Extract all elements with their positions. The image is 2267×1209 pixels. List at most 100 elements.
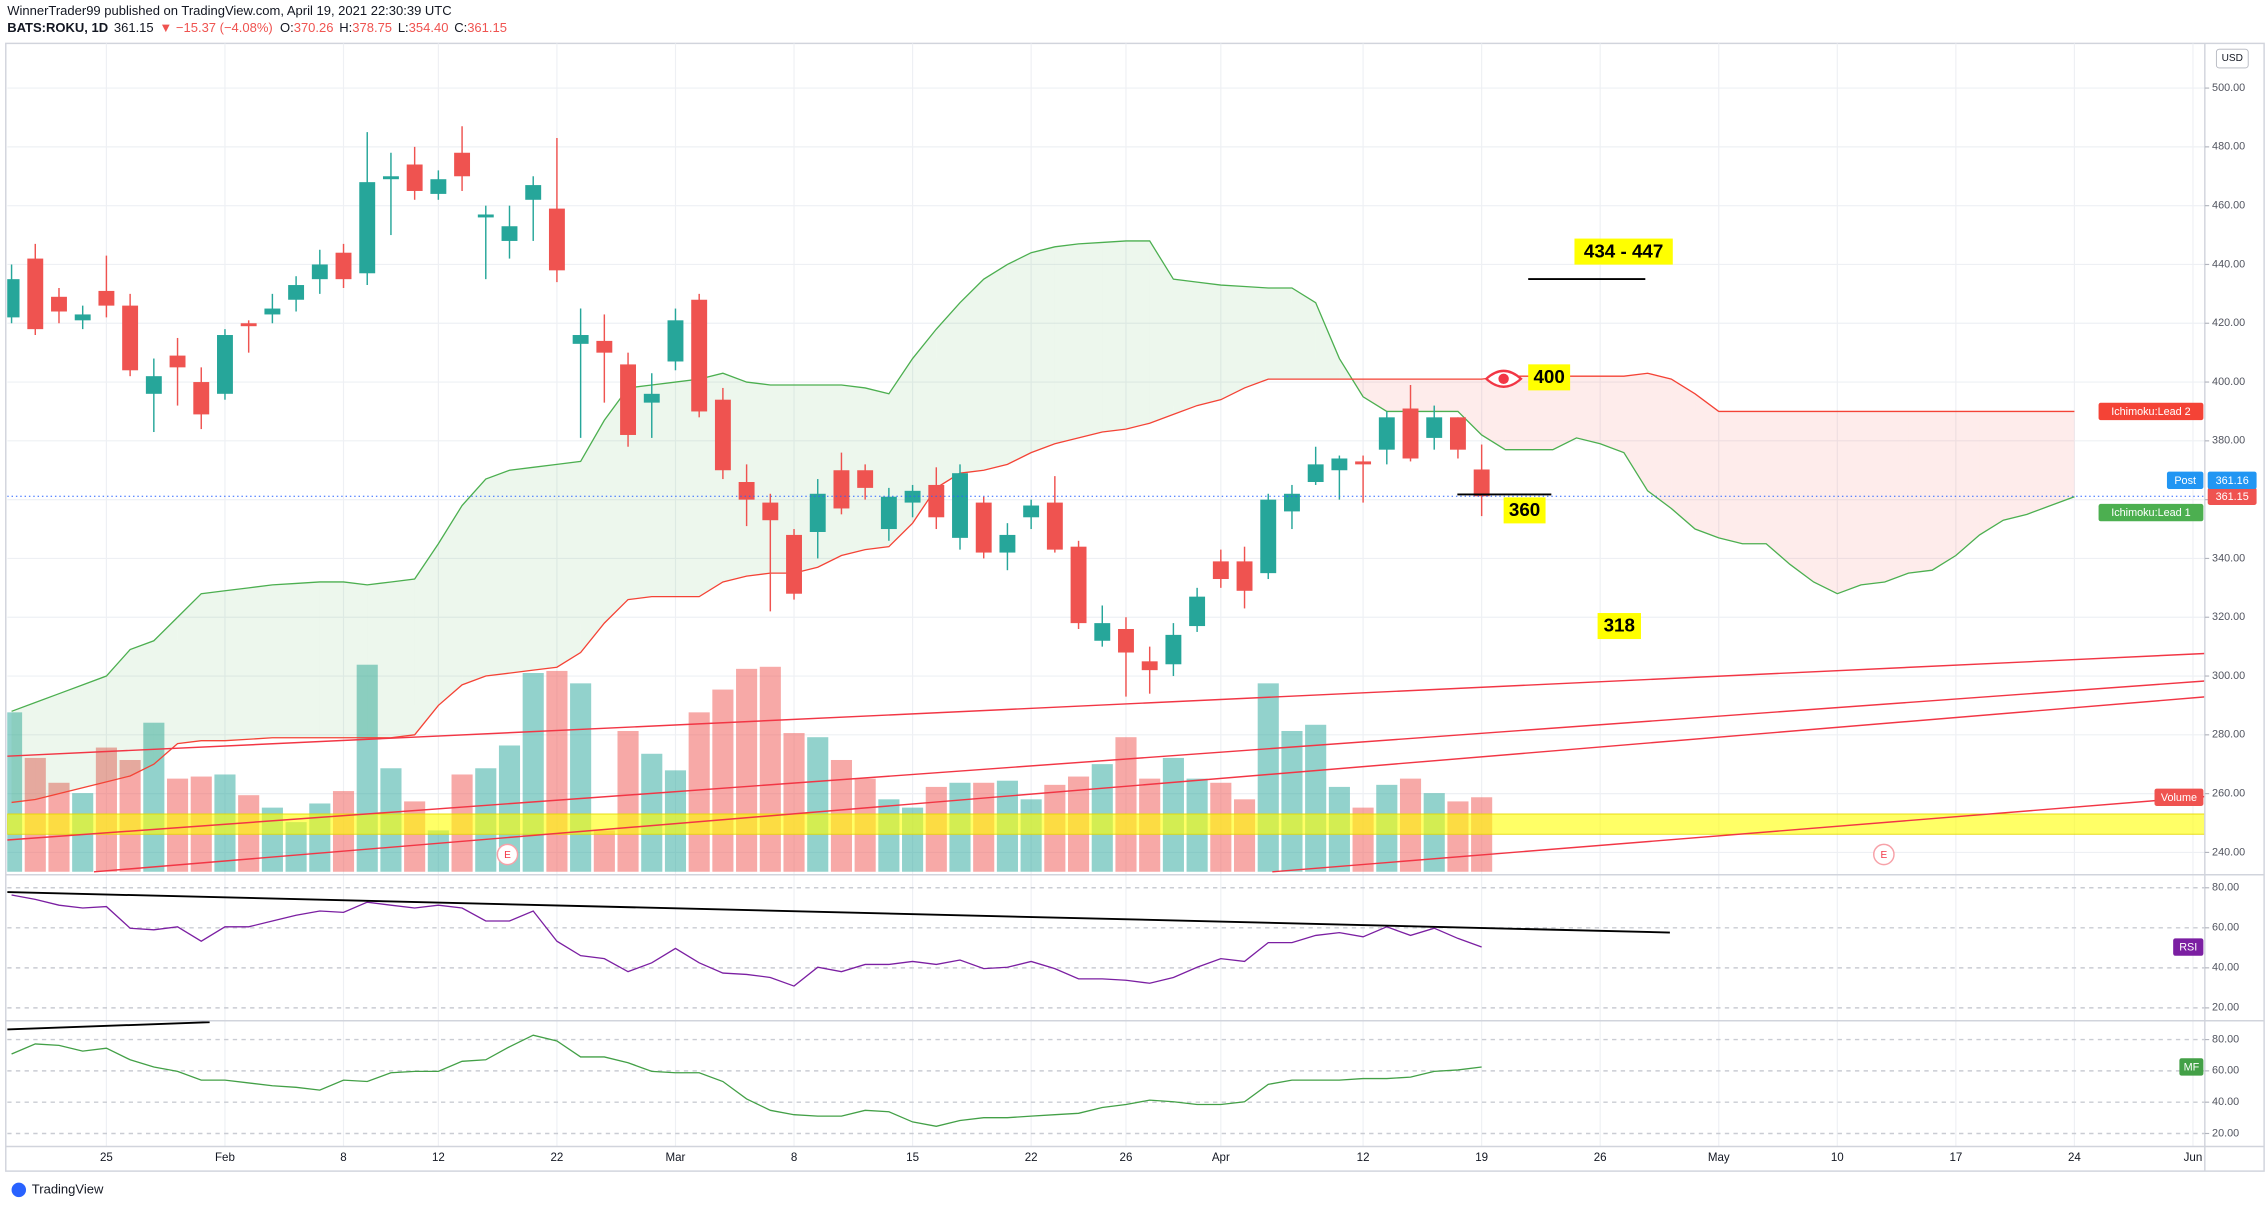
cloud-segment [1197,282,1221,406]
cloud-segment [580,420,605,653]
x-tick-label: 26 [1594,1152,1607,1164]
cloud-segment [462,479,486,685]
volume-label-box [2154,788,2204,806]
cloud-segment [485,470,510,677]
drawings: E E 434 - 447 400 360 318 [7,238,2205,1031]
cloud-segment [960,279,984,474]
indicator-line [11,894,1482,987]
x-tick-label: 17 [1949,1152,1962,1164]
x-tick-label: 8 [340,1152,346,1164]
cloud-segment [414,543,439,735]
eye-pupil [1498,373,1509,385]
candle-body [217,335,233,394]
candle-body [1473,469,1490,497]
cloud-segment [2050,411,2075,506]
y-tick-label: 80.00 [2212,882,2239,894]
candle-body [596,340,613,353]
volume-bar [1020,799,1042,872]
cloud-segment [201,590,225,741]
candle-body [762,502,779,521]
candle-body [1189,596,1206,627]
candle-body [691,299,708,412]
candle-body [74,314,91,321]
y-tick-label: 280.00 [2212,729,2245,741]
symbol-line: BATS:ROKU, 1D 361.15 ▼ −15.37 (−4.08%) O:37… [7,20,507,35]
y-tick-label: 400.00 [2212,376,2245,388]
lead1-label-box [2098,503,2204,522]
annotation-box [1574,238,1673,265]
ohlc-value: 354.40 [409,20,449,35]
y-tick-label: 440.00 [2212,258,2245,270]
ohlc-value: 378.75 [352,20,392,35]
symbol: BATS:ROKU, 1D [7,20,108,35]
candle-body [288,285,305,300]
cloud-segment [1434,379,1458,412]
cloud-segment [1908,411,1933,574]
volume-bar [1305,724,1327,872]
ohlc-label: L: [398,20,409,35]
candle-body [738,482,755,500]
cloud-segment [1386,379,1411,412]
volume-bar [878,799,900,872]
cloud-segment [1695,393,1719,538]
post-price: 361.16 [2216,475,2249,487]
volume-bar [617,730,639,872]
lead2-label-box [2098,402,2204,421]
cloud-segment [675,379,700,597]
cloud-segment [390,579,415,738]
post-label-box [2166,471,2204,490]
y-tick-label: 40.00 [2212,1096,2239,1108]
cloud-segment [1481,376,1506,450]
cloud-segment [746,382,771,577]
cloud-segment [936,302,961,488]
annotation-box [1597,613,1641,640]
cloud-segment [296,581,320,738]
last-price-label-box [2207,487,2257,505]
candle-body [1236,561,1253,591]
candle-body [1355,461,1372,465]
candle-body [240,323,257,327]
y-tick-label: 460.00 [2212,200,2245,212]
cloud-segment [82,676,107,788]
post-label: Post [2174,475,2196,487]
cloud-segment [1125,240,1150,430]
cloud-segment [11,702,36,803]
currency-box [2215,48,2249,69]
cloud-segment [1576,376,1601,444]
price-pane [7,126,2205,872]
cloud-segment [1102,240,1126,433]
volume-bar [641,753,663,872]
candle-body [1284,493,1300,512]
cloud-segment [343,581,368,738]
cloud-segment [1529,376,1553,450]
trend-line [7,652,2205,757]
indicator-label-box [2173,938,2204,956]
trend-line [7,680,2205,841]
cloud-segment [1363,379,1387,412]
cloud-segment [319,581,344,738]
currency: USD [2222,53,2243,64]
cloud-segment [533,464,557,671]
cloud-segment [1505,376,1530,450]
candle-body [1449,417,1466,450]
candle-body [1141,661,1158,671]
cloud-segment [1884,411,1909,582]
cloud-segment [1861,411,1885,585]
cloud-segment [604,387,629,624]
volume-bar [404,801,426,872]
cloud-segment [1291,287,1316,380]
trend-line [1272,795,2205,873]
indicator-label: MF [2184,1062,2200,1074]
y-tick-label: 320.00 [2212,611,2245,623]
annotation: 434 - 447 [1584,240,1663,261]
cloud-segment [153,617,178,765]
candle-body [833,470,850,509]
cloud-segment [130,640,154,776]
volume-bar [593,830,615,872]
candle-body [1165,634,1182,665]
post-price-box [2207,471,2257,490]
x-tick-label: Mar [666,1152,686,1164]
cloud-segment [841,384,866,556]
candle-body [786,534,802,594]
cloud-segment [1457,379,1482,435]
